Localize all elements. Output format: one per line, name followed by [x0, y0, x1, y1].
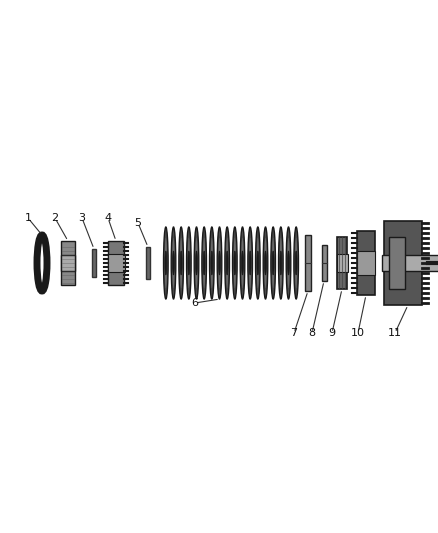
Ellipse shape: [172, 238, 175, 288]
Ellipse shape: [219, 238, 221, 288]
Ellipse shape: [225, 227, 230, 299]
Ellipse shape: [209, 227, 214, 299]
Ellipse shape: [241, 251, 244, 275]
Ellipse shape: [241, 238, 244, 288]
Bar: [61, 241, 75, 285]
Ellipse shape: [294, 227, 298, 299]
Ellipse shape: [280, 238, 282, 288]
Text: 7: 7: [290, 328, 297, 338]
Ellipse shape: [255, 227, 260, 299]
Ellipse shape: [188, 238, 190, 288]
Ellipse shape: [257, 251, 259, 275]
Ellipse shape: [211, 238, 213, 288]
Ellipse shape: [257, 238, 259, 288]
Bar: [357, 251, 375, 275]
Bar: [389, 237, 405, 289]
Bar: [336, 254, 347, 272]
Ellipse shape: [188, 251, 190, 275]
Text: 9: 9: [328, 328, 336, 338]
Ellipse shape: [219, 251, 220, 275]
Text: 3: 3: [78, 213, 85, 223]
Ellipse shape: [163, 227, 168, 299]
Ellipse shape: [187, 227, 191, 299]
Ellipse shape: [265, 251, 266, 275]
Text: 10: 10: [351, 328, 365, 338]
Ellipse shape: [179, 227, 184, 299]
Bar: [321, 245, 326, 281]
Ellipse shape: [248, 227, 252, 299]
Ellipse shape: [165, 251, 167, 275]
Bar: [61, 255, 75, 271]
Ellipse shape: [171, 227, 176, 299]
Ellipse shape: [173, 251, 174, 275]
Ellipse shape: [234, 238, 236, 288]
Bar: [382, 255, 438, 271]
Ellipse shape: [287, 251, 290, 275]
Ellipse shape: [295, 251, 297, 275]
Text: 11: 11: [388, 328, 402, 338]
Ellipse shape: [295, 238, 297, 288]
Bar: [108, 241, 124, 285]
Ellipse shape: [180, 251, 182, 275]
Text: 2: 2: [51, 213, 59, 223]
Bar: [337, 237, 347, 289]
Text: 5: 5: [134, 218, 141, 228]
Ellipse shape: [211, 251, 213, 275]
Ellipse shape: [279, 227, 283, 299]
Ellipse shape: [203, 238, 205, 288]
Ellipse shape: [194, 227, 199, 299]
Ellipse shape: [233, 227, 237, 299]
Ellipse shape: [240, 227, 245, 299]
Text: 1: 1: [25, 213, 32, 223]
Ellipse shape: [272, 238, 274, 288]
Ellipse shape: [195, 251, 198, 275]
Ellipse shape: [195, 238, 198, 288]
Ellipse shape: [287, 238, 290, 288]
Ellipse shape: [249, 251, 251, 275]
Bar: [357, 231, 375, 295]
Text: 4: 4: [104, 213, 112, 223]
Ellipse shape: [234, 251, 236, 275]
Ellipse shape: [226, 251, 228, 275]
Bar: [92, 249, 96, 277]
Ellipse shape: [272, 251, 274, 275]
Ellipse shape: [226, 238, 228, 288]
Bar: [384, 221, 422, 305]
Text: 6: 6: [191, 298, 198, 308]
Ellipse shape: [286, 227, 291, 299]
Bar: [146, 247, 150, 279]
Ellipse shape: [180, 238, 182, 288]
Ellipse shape: [202, 227, 206, 299]
Bar: [305, 235, 311, 291]
Ellipse shape: [271, 227, 276, 299]
Ellipse shape: [203, 251, 205, 275]
Ellipse shape: [280, 251, 282, 275]
Ellipse shape: [249, 238, 251, 288]
Ellipse shape: [217, 227, 222, 299]
Ellipse shape: [263, 227, 268, 299]
Ellipse shape: [165, 238, 167, 288]
Bar: [107, 254, 124, 272]
Text: 8: 8: [308, 328, 315, 338]
Ellipse shape: [265, 238, 267, 288]
